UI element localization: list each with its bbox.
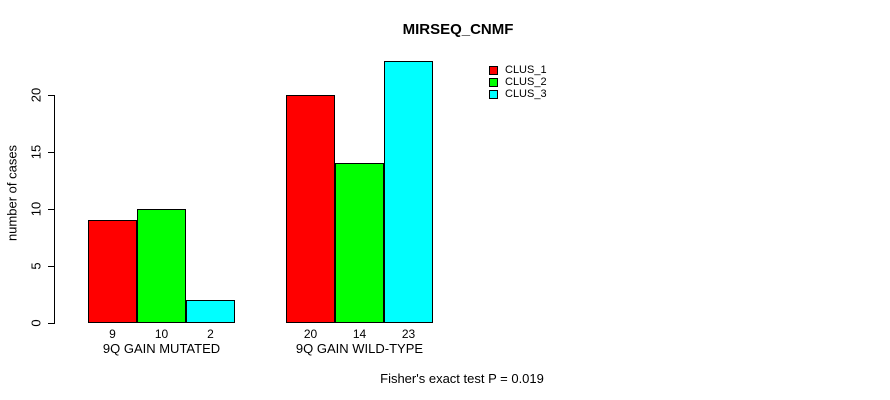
y-tick-label: 0 <box>28 319 44 327</box>
legend-swatch-clus_1 <box>489 65 498 75</box>
chart-title: MIRSEQ_CNMF <box>402 21 514 38</box>
legend-swatch-clus_2 <box>489 77 498 87</box>
y-tick-mark <box>48 94 54 96</box>
bar-clus_2-group1 <box>137 209 186 323</box>
bar-value-label: 2 <box>207 327 214 341</box>
y-tick-label: 20 <box>28 87 44 103</box>
y-tick-label: 5 <box>28 262 44 270</box>
bar-value-label: 23 <box>401 327 416 341</box>
bar-clus_2-group2 <box>335 163 384 323</box>
fisher-test-note: Fisher's exact test P = 0.019 <box>380 371 544 386</box>
legend-swatch-clus_3 <box>489 89 498 99</box>
legend-label: CLUS_1 <box>505 64 547 76</box>
legend-label: CLUS_3 <box>505 88 547 100</box>
x-category-label: 9Q GAIN WILD-TYPE <box>295 341 424 356</box>
bar-clus_1-group2 <box>286 95 335 323</box>
bar-value-label: 20 <box>303 327 318 341</box>
legend-row: CLUS_1 <box>489 64 547 76</box>
bar-value-label: 9 <box>109 327 116 341</box>
y-tick-label: 15 <box>28 144 44 160</box>
y-axis-line <box>54 95 55 324</box>
y-tick-mark <box>48 322 54 324</box>
y-axis-label: number of cases <box>4 144 20 242</box>
bar-clus_3-group1 <box>186 300 235 323</box>
legend: CLUS_1 CLUS_2 CLUS_3 <box>489 64 547 100</box>
bar-clus_1-group1 <box>88 220 137 323</box>
y-tick-mark <box>48 265 54 267</box>
bar-value-label: 10 <box>154 327 169 341</box>
bar-value-label: 14 <box>352 327 367 341</box>
legend-row: CLUS_2 <box>489 76 547 88</box>
legend-label: CLUS_2 <box>505 76 547 88</box>
legend-row: CLUS_3 <box>489 88 547 100</box>
bar-clus_3-group2 <box>384 60 433 323</box>
x-category-label: 9Q GAIN MUTATED <box>102 341 221 356</box>
y-tick-mark <box>48 208 54 210</box>
y-tick-mark <box>48 151 54 153</box>
y-tick-label: 10 <box>28 201 44 217</box>
